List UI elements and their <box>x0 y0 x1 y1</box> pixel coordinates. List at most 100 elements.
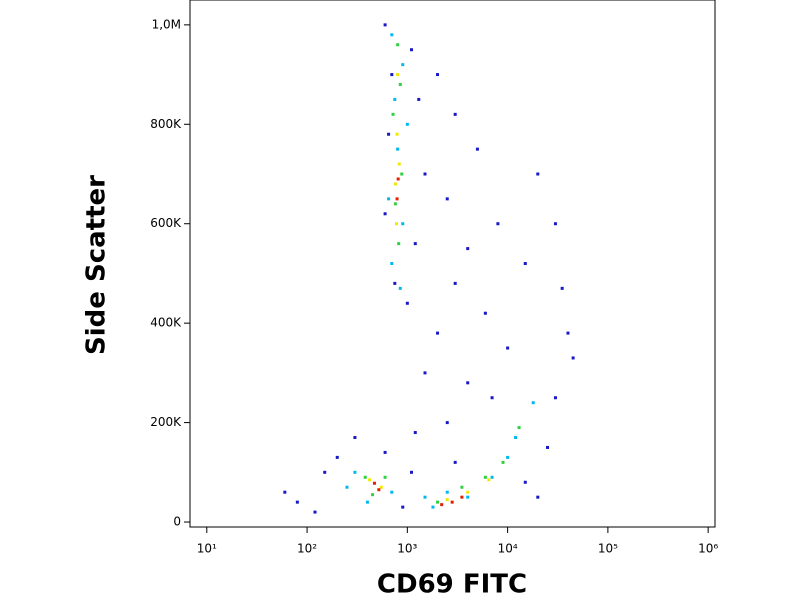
event-dot <box>423 172 427 176</box>
event-dot <box>387 197 391 201</box>
event-dot <box>313 510 317 514</box>
event-dot <box>383 212 387 216</box>
event-dot <box>395 222 399 226</box>
event-dot <box>405 301 409 305</box>
event-dot <box>466 490 470 494</box>
event-dot <box>379 485 383 489</box>
event-dot <box>490 475 494 479</box>
event-dot <box>368 478 372 482</box>
event-dot <box>377 488 381 492</box>
x-tick-label: 10³ <box>397 542 417 556</box>
event-dot <box>440 503 444 507</box>
event-dot <box>383 23 387 27</box>
y-tick-label: 800K <box>150 117 182 131</box>
event-dot <box>396 177 400 181</box>
event-dot <box>395 132 399 136</box>
event-dot <box>453 460 457 464</box>
event-dot <box>523 480 527 484</box>
event-dot <box>536 495 540 499</box>
event-dot <box>436 331 440 335</box>
event-dot <box>409 470 413 474</box>
event-dot <box>400 172 404 176</box>
event-dot <box>363 475 367 479</box>
x-axis-title: CD69 FITC <box>377 570 527 600</box>
y-axis-title: Side Scatter <box>82 175 112 355</box>
event-dot <box>383 475 387 479</box>
event-dot <box>383 450 387 454</box>
event-dot <box>393 202 397 206</box>
x-tick-label: 10¹ <box>197 542 217 556</box>
event-dot <box>397 162 401 166</box>
event-dot <box>460 495 464 499</box>
event-dot <box>450 500 454 504</box>
event-dot <box>466 495 470 499</box>
event-dot <box>393 182 397 186</box>
y-tick-label: 1,0M <box>152 17 181 31</box>
event-dot <box>571 356 575 360</box>
event-dot <box>445 498 449 502</box>
event-dot <box>397 242 401 246</box>
event-dot <box>553 396 557 400</box>
event-dot <box>391 112 395 116</box>
event-dot <box>398 286 402 290</box>
event-dot <box>413 242 417 246</box>
event-dot <box>506 455 510 459</box>
event-dot <box>483 311 487 315</box>
event-dot <box>393 281 397 285</box>
event-dot <box>283 490 287 494</box>
event-dot <box>436 73 440 77</box>
event-dot <box>405 122 409 126</box>
event-dot <box>323 470 327 474</box>
event-dot <box>393 97 397 101</box>
event-dot <box>566 331 570 335</box>
event-dot <box>531 401 535 405</box>
event-dot <box>353 436 357 440</box>
event-dot <box>501 460 505 464</box>
event-dot <box>390 262 394 265</box>
event-dot <box>453 112 457 116</box>
event-dot <box>466 381 470 385</box>
event-dot <box>365 500 369 504</box>
event-dot <box>295 500 299 504</box>
event-dot <box>466 247 470 251</box>
y-tick-label: 200K <box>150 415 182 429</box>
event-dot <box>335 455 339 459</box>
event-dot <box>436 500 440 504</box>
event-dot <box>423 495 427 499</box>
x-tick-label: 10⁶ <box>698 542 718 556</box>
event-dot <box>401 505 405 509</box>
event-dot <box>387 132 391 136</box>
event-dot <box>401 63 405 67</box>
event-dot <box>396 147 400 151</box>
y-tick-label: 0 <box>173 515 181 529</box>
x-tick-label: 10⁵ <box>598 542 618 556</box>
event-dot <box>514 436 518 440</box>
event-dot <box>475 147 479 151</box>
event-dot <box>483 475 487 479</box>
event-dot <box>409 48 413 52</box>
event-dot <box>496 222 500 226</box>
event-dot <box>372 481 376 485</box>
event-dot <box>345 485 349 489</box>
y-tick-label: 400K <box>150 316 182 330</box>
event-dot <box>490 396 494 400</box>
event-dot <box>395 197 399 201</box>
event-dot <box>546 445 550 449</box>
event-dot <box>417 97 421 101</box>
event-dot <box>560 286 564 290</box>
plot-frame <box>189 0 716 528</box>
event-dot <box>390 490 394 494</box>
event-dot <box>523 262 527 265</box>
event-dot <box>390 73 394 77</box>
event-dot <box>445 197 449 201</box>
event-dot <box>371 493 375 497</box>
event-dot <box>413 431 417 435</box>
event-dot <box>445 490 449 494</box>
event-dot <box>396 43 400 47</box>
event-dot <box>390 33 394 37</box>
event-dot <box>445 421 449 425</box>
event-dot <box>487 478 491 482</box>
event-dot <box>506 346 510 350</box>
event-dot <box>517 426 521 430</box>
